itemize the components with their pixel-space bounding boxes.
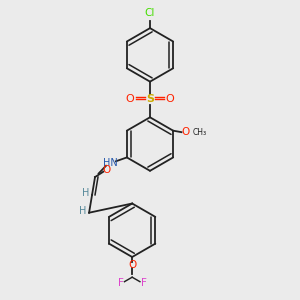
Text: S: S — [146, 94, 154, 104]
Text: HN: HN — [103, 158, 118, 168]
Text: O: O — [166, 94, 175, 104]
Text: O: O — [103, 165, 111, 175]
Text: H: H — [82, 188, 90, 198]
Text: O: O — [125, 94, 134, 104]
Text: Cl: Cl — [145, 8, 155, 18]
Text: CH₃: CH₃ — [193, 128, 207, 137]
Text: H: H — [80, 206, 87, 216]
Text: F: F — [118, 278, 124, 288]
Text: O: O — [128, 260, 136, 270]
Text: F: F — [140, 278, 146, 288]
Text: O: O — [182, 127, 190, 137]
